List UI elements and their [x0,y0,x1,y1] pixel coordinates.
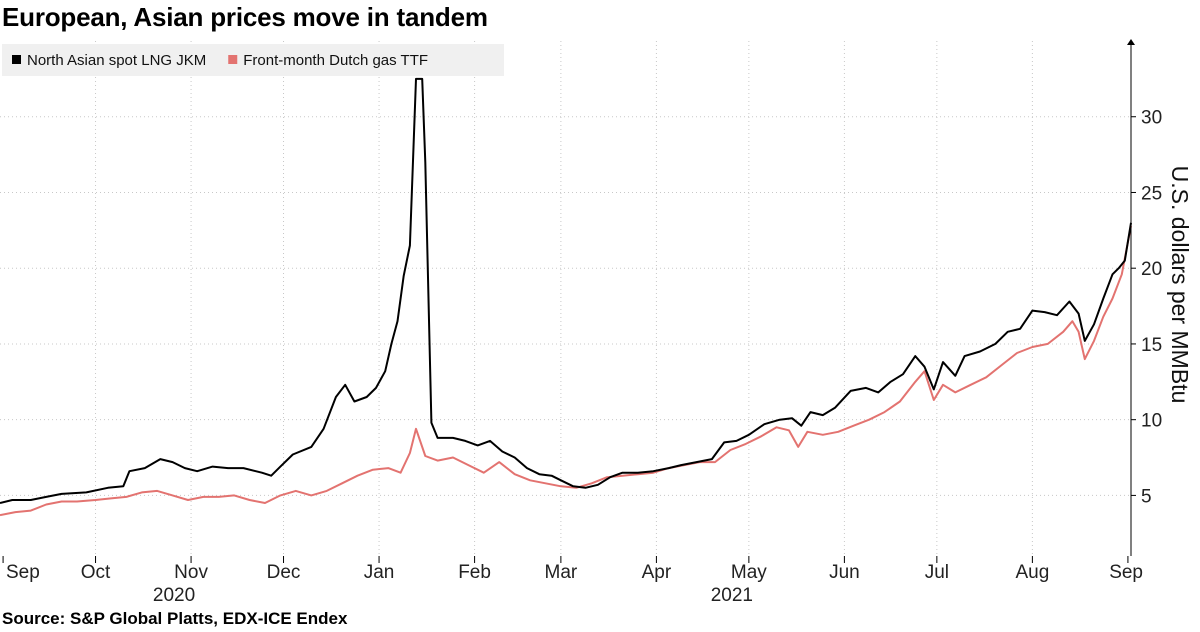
legend-swatch [228,55,238,64]
x-tick-label: Feb [458,562,491,583]
x-tick-label: Jan [364,562,395,583]
y-tick-label: 15 [1141,335,1162,356]
x-tick-label: Nov [174,562,208,583]
y-tick-label: 5 [1141,486,1152,507]
series-line [0,225,1132,517]
x-tick-label: Dec [267,562,301,583]
x-tick-label: Mar [545,562,578,583]
x-tick-label: Sep [6,562,40,583]
series-line [0,77,1132,504]
grid-lines [0,41,1131,556]
legend: North Asian spot LNG JKM Front-month Dutc… [2,44,504,76]
x-axis: Sep Oct Nov Dec Jan Feb Mar Apr May Jun Jul Aug Sep 2… [2,556,1143,606]
source-note: Source: S&P Global Platts, EDX-ICE Endex [2,609,348,628]
x-tick-label: Aug [1015,562,1049,583]
x-tick-label: Oct [81,562,111,583]
y-tick-label: 25 [1141,183,1162,204]
legend-swatch [12,55,21,64]
x-tick-label: Jul [925,562,949,583]
x-year-label: 2021 [711,585,753,606]
series-lines [0,77,1132,517]
y-axis-arrow [1127,39,1135,45]
x-tick-label: Sep [1109,562,1143,583]
x-tick-label: Apr [642,562,672,583]
y-tick-label: 20 [1141,259,1162,280]
y-axis: 5 10 15 20 25 30 U.S. dollars per MMBtu [1127,39,1193,556]
x-tick-label: May [731,562,767,583]
y-axis-title: U.S. dollars per MMBtu [1167,166,1193,404]
legend-background [2,44,504,76]
y-tick-label: 10 [1141,411,1162,432]
x-year-label: 2020 [153,585,195,606]
x-tick-label: Jun [829,562,860,583]
legend-label: North Asian spot LNG JKM [27,52,206,69]
chart-title: European, Asian prices move in tandem [2,2,488,32]
legend-label: Front-month Dutch gas TTF [243,52,428,69]
y-tick-label: 30 [1141,108,1162,129]
